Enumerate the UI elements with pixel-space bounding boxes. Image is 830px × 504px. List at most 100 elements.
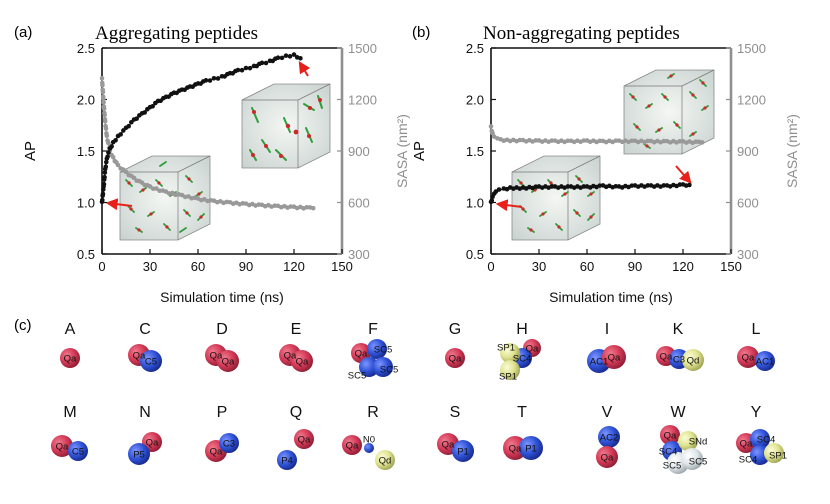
residue-Q: Q Qa P4 — [277, 404, 314, 470]
panel-c-label: (c) — [14, 317, 32, 334]
residue-letter: Q — [290, 404, 302, 421]
data-point — [247, 65, 253, 71]
data-point — [126, 123, 131, 129]
residue-letter: M — [63, 404, 76, 421]
bead-white — [681, 448, 703, 470]
bead-label: Qa — [210, 351, 223, 362]
y-tick-label: 1.0 — [77, 196, 95, 211]
y-right-axis-label: SASA (nm²) — [394, 114, 410, 188]
panel-b-title: Non-aggregating peptides — [483, 23, 680, 44]
data-point — [645, 138, 651, 144]
data-point — [100, 197, 105, 203]
bead-label: SP1 — [499, 372, 517, 383]
bead-label: Qa — [664, 431, 677, 442]
data-point — [275, 55, 281, 60]
bead-label: Qa — [64, 354, 77, 365]
data-point — [101, 181, 107, 187]
residue-letter: N — [139, 404, 151, 421]
data-point — [211, 76, 217, 81]
residue-F: FQa SC5 SC5 SC5 — [348, 321, 398, 382]
x-tick-label: 150 — [720, 259, 742, 274]
data-point — [291, 52, 297, 57]
data-point — [661, 183, 667, 188]
y-tick-label: 0.5 — [77, 247, 95, 262]
bead-qa — [60, 348, 80, 368]
bead-yellow — [764, 443, 784, 463]
data-point — [103, 159, 109, 165]
data-point — [243, 65, 249, 71]
bead-label: AC1 — [756, 357, 774, 368]
bead-label: P5 — [133, 450, 145, 461]
x-axis-label: Simulation time (ns) — [160, 289, 284, 305]
y-right-tick-label: 600 — [737, 196, 759, 211]
data-point — [661, 138, 667, 144]
data-point — [310, 205, 316, 211]
bead-label: Qa — [222, 357, 235, 368]
data-point — [207, 78, 213, 83]
residue-letter: Y — [751, 404, 762, 421]
bead-qa — [596, 446, 618, 468]
residue-letter: V — [602, 404, 613, 421]
data-point — [645, 183, 651, 188]
x-tick-label: 30 — [532, 259, 546, 274]
bead-label: P4 — [281, 456, 293, 467]
bead-blue — [128, 443, 150, 465]
panel-a-label: (a) — [14, 24, 32, 41]
bead-qa — [445, 348, 465, 368]
bead-qa — [291, 350, 313, 372]
bead-label: AC2 — [600, 433, 618, 444]
bead-blue — [359, 357, 379, 377]
data-point — [699, 140, 705, 145]
y-right-tick-label: 1500 — [737, 41, 766, 56]
bead-label: C5 — [72, 447, 84, 458]
bead-blue — [750, 429, 770, 449]
residue-letter: E — [291, 321, 302, 338]
data-point — [565, 138, 571, 144]
residue-letter: H — [516, 321, 528, 338]
data-point — [101, 106, 107, 111]
data-point — [102, 170, 108, 175]
data-point — [102, 112, 107, 118]
data-point — [123, 169, 129, 175]
bead-label: Qa — [509, 444, 522, 455]
data-point — [287, 54, 293, 59]
bead-label: Qa — [742, 353, 755, 364]
y-right-axis-label: SASA (nm²) — [784, 114, 800, 188]
data-point — [298, 56, 303, 61]
data-point — [154, 186, 159, 191]
data-point — [103, 126, 109, 131]
bead-blue — [68, 441, 88, 461]
bead-label: SP1 — [497, 343, 515, 354]
y-axis-label: AP — [22, 141, 39, 161]
panel-b: (b) Non-aggregating peptides — [411, 23, 800, 305]
data-point — [203, 78, 209, 83]
arrow-initial-a — [105, 198, 133, 211]
series-ap — [488, 182, 692, 205]
bead-blue — [219, 433, 239, 453]
data-point — [687, 182, 692, 188]
bead-label: C3 — [673, 355, 685, 366]
data-point — [110, 154, 116, 160]
series-ap — [99, 52, 303, 205]
y-tick-label: 1.5 — [77, 144, 95, 159]
panel-a-title: Aggregating peptides — [95, 23, 258, 44]
data-point — [565, 184, 571, 189]
residue-letter: D — [216, 321, 228, 338]
data-point — [142, 110, 147, 115]
bead-blue — [598, 426, 620, 448]
bead-label: Qd — [379, 456, 392, 467]
bead-blue — [519, 436, 543, 460]
data-point — [533, 138, 539, 143]
bead-label: SC5 — [348, 371, 366, 382]
bead-label: Qa — [133, 351, 146, 362]
residue-T: T Qa P1 — [503, 404, 543, 460]
x-tick-label: 0 — [487, 259, 494, 274]
data-point — [239, 67, 245, 73]
data-point — [100, 89, 106, 95]
bead-yellow — [375, 450, 395, 470]
